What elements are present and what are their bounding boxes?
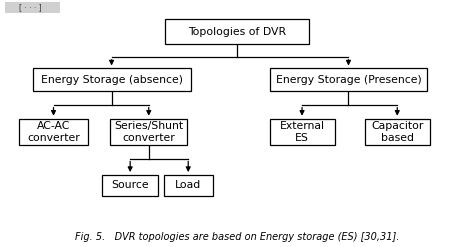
Text: Topologies of DVR: Topologies of DVR (188, 26, 286, 37)
Text: [ · · · ]: [ · · · ] (19, 3, 42, 12)
Text: Capacitor
based: Capacitor based (371, 121, 423, 143)
FancyBboxPatch shape (270, 119, 335, 145)
Text: Source: Source (111, 180, 149, 190)
FancyBboxPatch shape (18, 119, 88, 145)
FancyBboxPatch shape (33, 68, 191, 91)
Text: Fig. 5.   DVR topologies are based on Energy storage (ES) [30,31].: Fig. 5. DVR topologies are based on Ener… (75, 232, 399, 242)
FancyBboxPatch shape (102, 175, 158, 196)
Text: External
ES: External ES (280, 121, 325, 143)
FancyBboxPatch shape (365, 119, 430, 145)
FancyBboxPatch shape (110, 119, 187, 145)
Text: Energy Storage (absence): Energy Storage (absence) (41, 75, 182, 85)
Text: Load: Load (175, 180, 201, 190)
FancyBboxPatch shape (165, 20, 309, 44)
FancyBboxPatch shape (270, 68, 428, 91)
FancyBboxPatch shape (164, 175, 213, 196)
FancyBboxPatch shape (5, 2, 61, 13)
Text: AC-AC
converter: AC-AC converter (27, 121, 80, 143)
Text: Energy Storage (Presence): Energy Storage (Presence) (275, 75, 421, 85)
Text: Series/Shunt
converter: Series/Shunt converter (114, 121, 183, 143)
